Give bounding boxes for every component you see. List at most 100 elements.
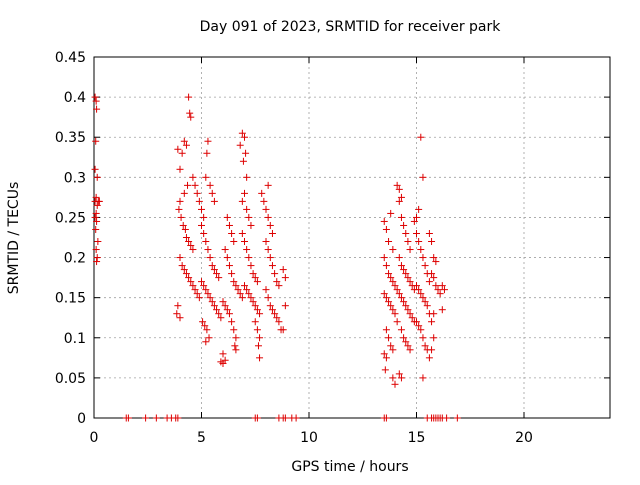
data-point	[175, 205, 183, 213]
data-point	[176, 254, 184, 262]
data-point	[404, 238, 412, 246]
data-point	[232, 346, 240, 354]
data-point	[247, 221, 255, 229]
data-point	[266, 302, 274, 310]
data-point	[178, 262, 186, 270]
data-point	[264, 181, 272, 189]
data-point	[385, 334, 393, 342]
data-point	[397, 294, 405, 302]
data-point	[232, 282, 240, 290]
data-point	[380, 350, 388, 358]
data-point	[391, 310, 399, 318]
data-point	[273, 278, 281, 286]
data-point	[187, 242, 195, 250]
data-point	[428, 346, 436, 354]
y-axis-title: SRMTID / TECUs	[6, 182, 22, 295]
data-point	[241, 189, 248, 197]
data-point	[279, 326, 287, 334]
data-point	[180, 137, 188, 145]
data-point	[408, 314, 416, 322]
data-point	[432, 282, 440, 290]
data-point	[208, 298, 216, 306]
data-point	[193, 189, 201, 197]
data-point	[225, 221, 233, 229]
data-point	[425, 354, 433, 362]
data-point	[241, 282, 248, 290]
data-point	[251, 302, 259, 310]
data-point	[182, 270, 190, 278]
data-point	[406, 310, 414, 318]
data-point	[406, 346, 414, 354]
data-point	[262, 205, 270, 213]
tick-labels: 0 0.05 0.1 0.15 0.2 0.25 0.3 0.35 0.4 0.45 0 5 10 15 2…	[55, 50, 533, 446]
data-point	[415, 322, 423, 330]
data-point	[382, 262, 390, 270]
data-point	[176, 197, 184, 205]
data-point	[92, 246, 100, 254]
x-tick-label: 15	[408, 430, 426, 446]
x-tick-label: 10	[300, 430, 318, 446]
data-point	[397, 326, 405, 334]
data-point	[189, 173, 197, 181]
data-point	[400, 266, 408, 274]
data-point	[438, 282, 446, 290]
y-tick-label: 0	[77, 411, 86, 427]
data-point	[389, 246, 397, 254]
data-point	[415, 286, 423, 294]
data-point	[382, 294, 390, 302]
data-point	[397, 262, 405, 270]
data-point	[219, 298, 227, 306]
data-point	[395, 370, 403, 378]
data-point	[434, 286, 442, 294]
data-point	[202, 173, 210, 181]
data-point	[387, 274, 395, 282]
data-point	[93, 105, 101, 113]
data-point	[428, 270, 436, 278]
data-point	[93, 258, 101, 266]
y-tick-label: 0.4	[64, 90, 86, 106]
data-point	[430, 310, 438, 318]
data-point	[228, 229, 236, 237]
data-point	[402, 338, 410, 346]
data-points	[91, 93, 461, 422]
data-point	[266, 221, 274, 229]
data-point	[213, 306, 221, 314]
data-point	[203, 149, 211, 157]
data-point	[417, 326, 425, 334]
data-point	[206, 294, 214, 302]
data-point	[253, 326, 261, 334]
data-point	[387, 209, 395, 217]
data-point	[174, 414, 182, 422]
data-point	[273, 314, 281, 322]
data-point	[195, 294, 203, 302]
data-point	[253, 414, 261, 422]
data-point	[213, 270, 221, 278]
data-point	[199, 318, 207, 326]
data-point	[234, 286, 242, 294]
data-point	[419, 173, 427, 181]
y-tick-label: 0.15	[55, 291, 86, 307]
data-point	[428, 318, 436, 326]
data-point	[281, 302, 289, 310]
data-point	[177, 213, 185, 221]
data-point	[397, 374, 405, 382]
data-point	[201, 322, 209, 330]
data-point	[180, 189, 188, 197]
data-point	[397, 213, 405, 221]
data-point	[228, 318, 236, 326]
data-point	[413, 318, 420, 326]
data-point	[142, 414, 150, 422]
data-point	[92, 225, 100, 233]
data-point	[184, 181, 192, 189]
data-point	[271, 270, 279, 278]
data-point	[210, 302, 218, 310]
data-point	[387, 302, 395, 310]
data-point	[238, 294, 246, 302]
data-point	[247, 262, 255, 270]
data-point	[258, 189, 266, 197]
data-point	[253, 278, 261, 286]
data-point	[443, 414, 451, 422]
data-point	[421, 298, 429, 306]
x-tick-label: 5	[197, 430, 206, 446]
